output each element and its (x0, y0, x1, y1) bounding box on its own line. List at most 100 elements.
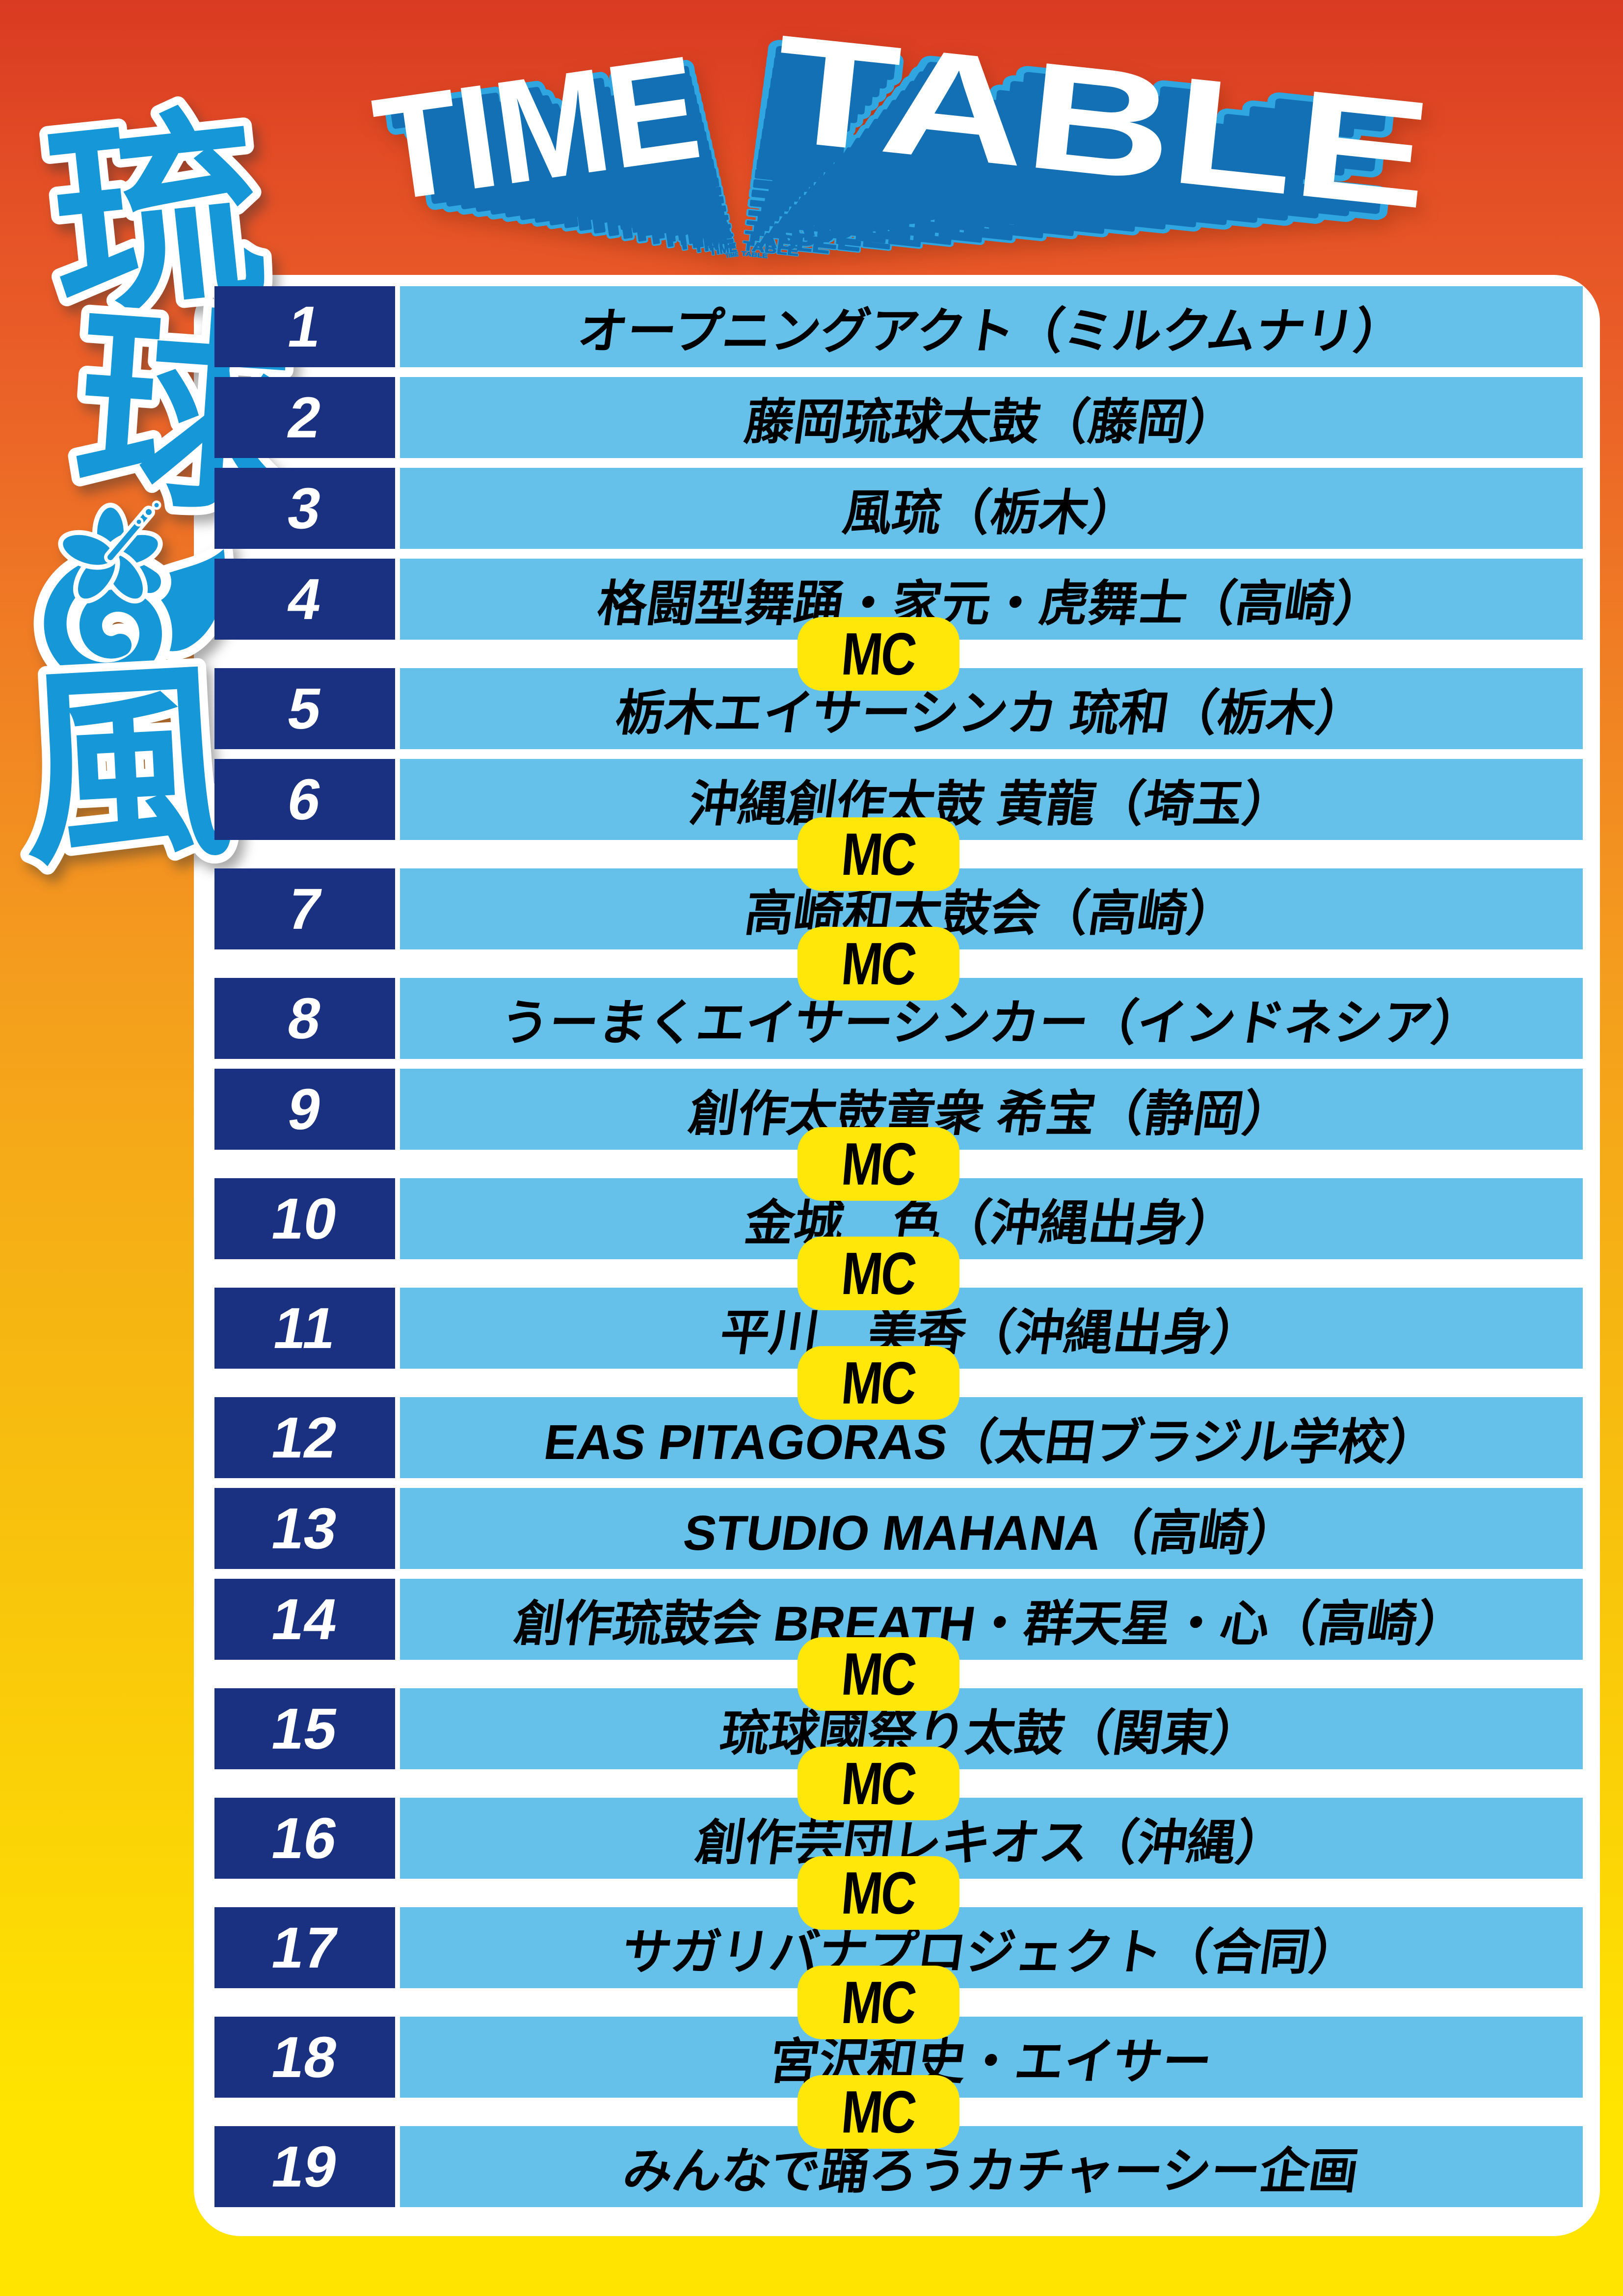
row-number: 11 (268, 1296, 342, 1361)
row-label-cell: EAS PITAGORAS（太田ブラジル学校） (400, 1397, 1583, 1478)
row-number-cell: 19 (214, 2126, 395, 2207)
table-row: 17 サガリバナプロジェクト（合同） MC (214, 1907, 1583, 2039)
row-number-cell: 2 (214, 377, 395, 458)
row-number: 9 (283, 1077, 327, 1142)
mc-badge-label: MC (839, 2079, 918, 2145)
mc-badge: MC (798, 1856, 959, 1930)
row-label: 格闘型舞踊・家元・虎舞士（高崎） (594, 576, 1387, 631)
row-number: 18 (266, 2025, 343, 2090)
row-label-cell: 藤岡琉球太鼓（藤岡） (400, 377, 1583, 458)
mc-badge: MC (798, 1346, 959, 1420)
row-number: 3 (283, 476, 327, 541)
mc-badge: MC (798, 817, 959, 891)
row-number-cell: 10 (214, 1178, 395, 1259)
logo-no-wave-swirl (33, 535, 234, 696)
mc-badge-label: MC (839, 1131, 918, 1197)
row-label-cell: うーまくエイサーシンカー（インドネシア） (400, 978, 1583, 1059)
row-number-cell: 18 (214, 2017, 395, 2098)
mc-badge: MC (798, 1237, 959, 1310)
row-number: 14 (266, 1587, 343, 1652)
table-row: 2 藤岡琉球太鼓（藤岡） (214, 377, 1583, 458)
row-label-cell: 創作琉鼓会 BREATH・群天星・心（高崎） (400, 1579, 1583, 1660)
row-label: 風琉（栃木） (839, 486, 1142, 540)
row-number: 17 (266, 1915, 343, 1980)
mc-badge-label: MC (839, 1860, 918, 1926)
row-label: STUDIO MAHANA（高崎） (680, 1506, 1302, 1561)
table-row: 11 平川 美香（沖縄出身） MC (214, 1288, 1583, 1420)
row-number-cell: 1 (214, 286, 395, 367)
table-row: 1 オープニングアクト（ミルクムナリ） (214, 286, 1583, 367)
row-number: 2 (283, 385, 327, 450)
mc-badge: MC (798, 2075, 959, 2149)
row-label: うーまくエイサーシンカー（インドネシア） (496, 996, 1485, 1051)
row-label: 創作太鼓童衆 希宝（静岡） (685, 1086, 1296, 1141)
mc-badge-label: MC (839, 930, 918, 997)
table-row: 6 沖縄創作太鼓 黄龍（埼玉） MC (214, 759, 1583, 891)
row-label-cell: 琉球國祭り太鼓（関東） (400, 1688, 1583, 1769)
table-row: 13 STUDIO MAHANA（高崎） (214, 1488, 1583, 1569)
logo-char-kaze: 風 (16, 639, 239, 895)
table-row: 12 EAS PITAGORAS（太田ブラジル学校） (214, 1397, 1583, 1478)
title-3d-banner: TIME TABLE (365, 2, 1438, 260)
row-number: 19 (266, 2134, 343, 2199)
mc-badge: MC (798, 1127, 959, 1201)
row-label-cell: 創作太鼓童衆 希宝（静岡） (400, 1069, 1583, 1150)
row-label-cell: 沖縄創作太鼓 黄龍（埼玉） (400, 759, 1583, 840)
row-label: 琉球國祭り太鼓（関東） (717, 1706, 1265, 1761)
row-label-cell: 金城 色（沖縄出身） (400, 1178, 1583, 1259)
row-number: 7 (283, 876, 327, 942)
mc-badge-label: MC (839, 821, 918, 888)
row-number: 1 (283, 294, 327, 359)
row-number-cell: 16 (214, 1798, 395, 1879)
table-row: 16 創作芸団レキオス（沖縄） MC (214, 1798, 1583, 1930)
row-number: 6 (283, 767, 327, 832)
row-number-cell: 7 (214, 868, 395, 949)
row-label-cell: 格闘型舞踊・家元・虎舞士（高崎） (400, 559, 1583, 640)
row-label: 藤岡琉球太鼓（藤岡） (741, 395, 1240, 450)
row-label-cell: 高崎和太鼓会（高崎） (400, 868, 1583, 949)
row-number-cell: 4 (214, 559, 395, 640)
row-label-cell: みんなで踊ろうカチャーシー企画 (400, 2126, 1583, 2207)
mc-badge: MC (798, 1747, 959, 1820)
row-label-cell: 栃木エイサーシンカ 琉和（栃木） (400, 668, 1583, 749)
mc-badge: MC (798, 1966, 959, 2039)
row-number-cell: 13 (214, 1488, 395, 1569)
table-row: 10 金城 色（沖縄出身） MC (214, 1178, 1583, 1310)
table-row: 8 うーまくエイサーシンカー（インドネシア） (214, 978, 1583, 1059)
row-label-cell: サガリバナプロジェクト（合同） (400, 1907, 1583, 1988)
row-number: 5 (283, 676, 327, 741)
row-number-cell: 14 (214, 1579, 395, 1660)
row-number: 10 (266, 1186, 343, 1251)
row-label: オープニングアクト（ミルクムナリ） (574, 304, 1408, 359)
row-number: 16 (266, 1806, 343, 1871)
table-row: 14 創作琉鼓会 BREATH・群天星・心（高崎） MC (214, 1579, 1583, 1711)
table-row: 15 琉球國祭り太鼓（関東） MC (214, 1688, 1583, 1820)
row-number-cell: 11 (214, 1288, 395, 1369)
row-number: 13 (266, 1496, 343, 1561)
row-number-cell: 15 (214, 1688, 395, 1769)
row-number: 4 (283, 567, 327, 632)
mc-badge: MC (798, 927, 959, 1000)
row-number: 12 (266, 1405, 343, 1470)
hibiscus-icon (58, 500, 163, 604)
row-number-cell: 6 (214, 759, 395, 840)
row-label: みんなで踊ろうカチャーシー企画 (619, 2144, 1362, 2199)
row-label: 創作芸団レキオス（沖縄） (692, 1815, 1289, 1870)
row-number: 8 (283, 986, 327, 1051)
table-row: 4 格闘型舞踊・家元・虎舞士（高崎） MC (214, 559, 1583, 691)
mc-badge-label: MC (839, 621, 918, 687)
mc-badge-label: MC (839, 1240, 918, 1307)
row-number-cell: 8 (214, 978, 395, 1059)
timetable-rows: 1 オープニングアクト（ミルクムナリ） 2 藤岡琉球太鼓（藤岡） 3 風琉（栃木… (214, 286, 1583, 2217)
row-label: EAS PITAGORAS（太田ブラジル学校） (540, 1415, 1441, 1470)
row-number-cell: 17 (214, 1907, 395, 1988)
row-number-cell: 9 (214, 1069, 395, 1150)
mc-badge: MC (798, 617, 959, 691)
row-label: 栃木エイサーシンカ 琉和（栃木） (612, 686, 1369, 741)
row-label: 沖縄創作太鼓 黄龍（埼玉） (685, 777, 1296, 832)
table-row: 5 栃木エイサーシンカ 琉和（栃木） (214, 668, 1583, 749)
row-label-cell: STUDIO MAHANA（高崎） (400, 1488, 1583, 1569)
table-row: 7 高崎和太鼓会（高崎） MC (214, 868, 1583, 1000)
row-label-cell: 風琉（栃木） (400, 468, 1583, 549)
